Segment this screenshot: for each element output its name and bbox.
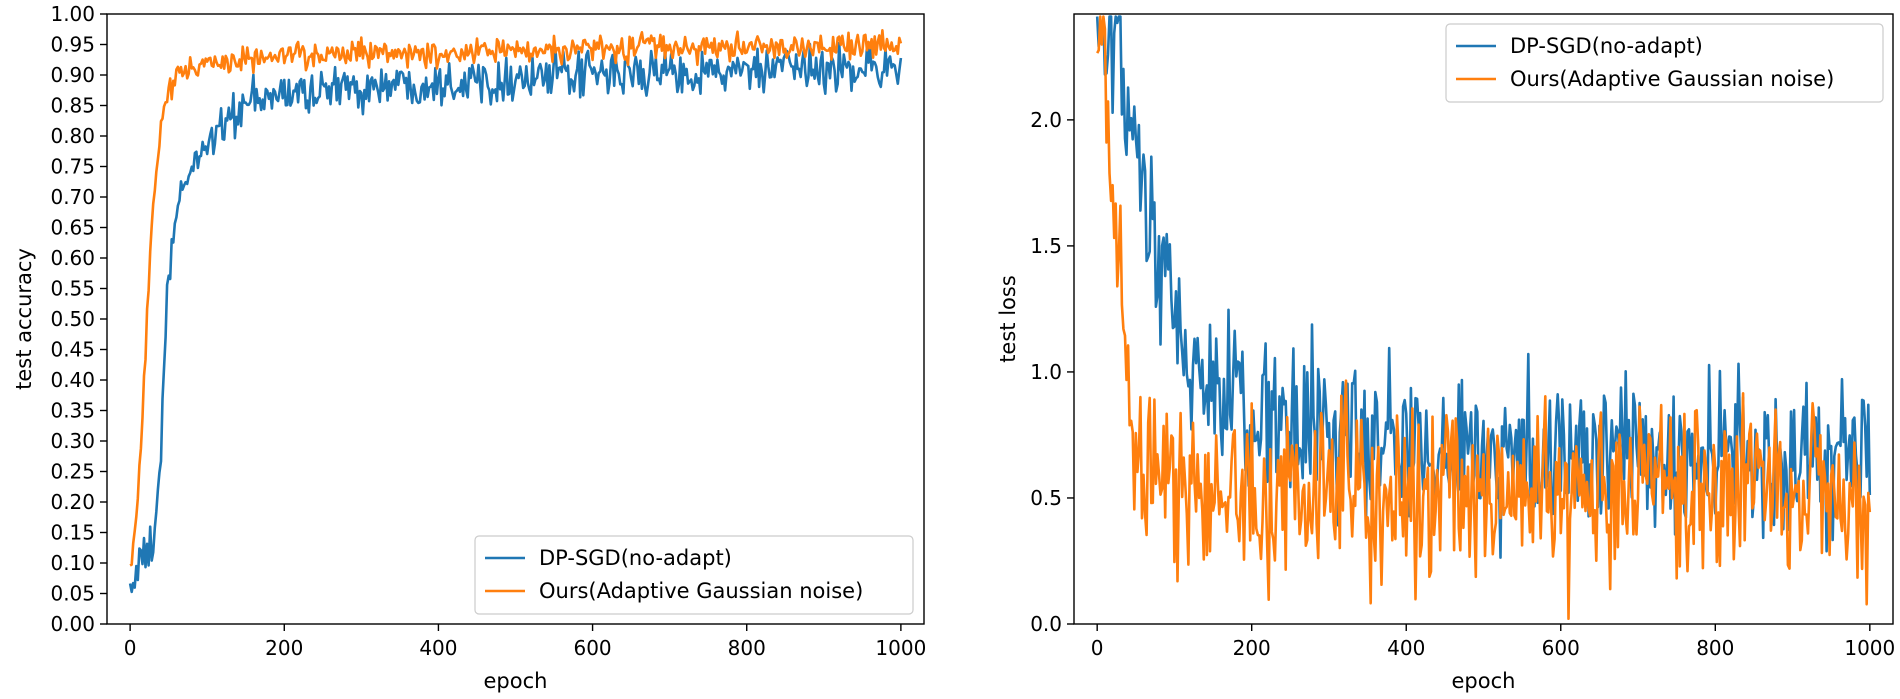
x-tick-label: 400: [419, 636, 457, 660]
series-line-ours-adaptive-gaussian-noise: [129, 28, 903, 567]
plot-lines: [1095, 15, 1872, 621]
series-line-dp-sgd-no-adapt: [128, 41, 903, 594]
legend: DP-SGD(no-adapt) Ours(Adaptive Gaussian n…: [474, 535, 914, 615]
x-tick-label: 600: [573, 636, 611, 660]
y-tick-label: 0.05: [50, 582, 95, 606]
y-tick-label: 0.80: [50, 124, 95, 148]
y-tick-label: 0.15: [50, 521, 95, 545]
y-tick-label: 0.55: [50, 277, 95, 301]
y-tick-label: 0.75: [50, 155, 95, 179]
y-tick-label: 0.20: [50, 490, 95, 514]
y-tick-label: 0.30: [50, 429, 95, 453]
x-tick-label: 200: [1233, 636, 1271, 660]
loss-chart: 0 200 400 600 800 1000 0.0 0.5 1.0 1.5 2.0 epoch tes…: [996, 13, 1895, 693]
y-tick-label: 0.0: [1030, 612, 1062, 636]
y-tick-label: 0.00: [50, 612, 95, 636]
y-tick-label: 0.95: [50, 33, 95, 57]
accuracy-chart: 0 200 400 600 800 1000 0.00 0.05 0.10 0.15 0.20 0.2…: [12, 2, 926, 693]
x-tick-label: 800: [728, 636, 766, 660]
x-tick-label: 800: [1696, 636, 1734, 660]
legend-label-dp-sgd-no-adapt: DP-SGD(no-adapt): [1510, 34, 1703, 58]
x-tick-label: 1000: [1844, 636, 1895, 660]
y-tick-label: 0.90: [50, 63, 95, 87]
x-tick-label: 0: [124, 636, 137, 660]
series-line-ours-adaptive-gaussian-noise: [1096, 15, 1872, 621]
plot-lines: [128, 28, 903, 594]
legend-label-dp-sgd-no-adapt: DP-SGD(no-adapt): [539, 546, 732, 570]
x-axis-label: epoch: [1452, 669, 1516, 693]
y-tick-label: 0.70: [50, 185, 95, 209]
legend-label-ours-adaptive-gaussian-noise: Ours(Adaptive Gaussian noise): [539, 579, 863, 603]
y-tick-label: 0.35: [50, 399, 95, 423]
y-tick-label: 0.50: [50, 307, 95, 331]
x-tick-label: 600: [1542, 636, 1580, 660]
x-axis-label: epoch: [484, 669, 548, 693]
y-tick-label: 0.45: [50, 338, 95, 362]
x-tick-label: 1000: [875, 636, 926, 660]
y-tick-label: 0.10: [50, 551, 95, 575]
legend-label-ours-adaptive-gaussian-noise: Ours(Adaptive Gaussian noise): [1510, 67, 1834, 91]
x-tick-label: 400: [1387, 636, 1425, 660]
y-tick-label: 1.5: [1030, 234, 1062, 258]
y-tick-label: 0.5: [1030, 486, 1062, 510]
y-tick-label: 0.65: [50, 216, 95, 240]
plot-frame: [1073, 13, 1894, 625]
y-tick-label: 0.25: [50, 460, 95, 484]
legend: DP-SGD(no-adapt) Ours(Adaptive Gaussian n…: [1445, 23, 1884, 103]
y-tick-label: 1.0: [1030, 360, 1062, 384]
legend-box: [474, 535, 914, 615]
y-tick-label: 2.0: [1030, 108, 1062, 132]
y-tick-label: 1.00: [50, 2, 95, 26]
x-tick-label: 0: [1091, 636, 1104, 660]
y-tick-label: 0.60: [50, 246, 95, 270]
y-axis-label: test loss: [996, 275, 1020, 363]
legend-box: [1445, 23, 1884, 103]
y-tick-label: 0.40: [50, 368, 95, 392]
x-tick-label: 200: [265, 636, 303, 660]
y-axis-label: test accuracy: [12, 248, 36, 390]
y-tick-label: 0.85: [50, 94, 95, 118]
